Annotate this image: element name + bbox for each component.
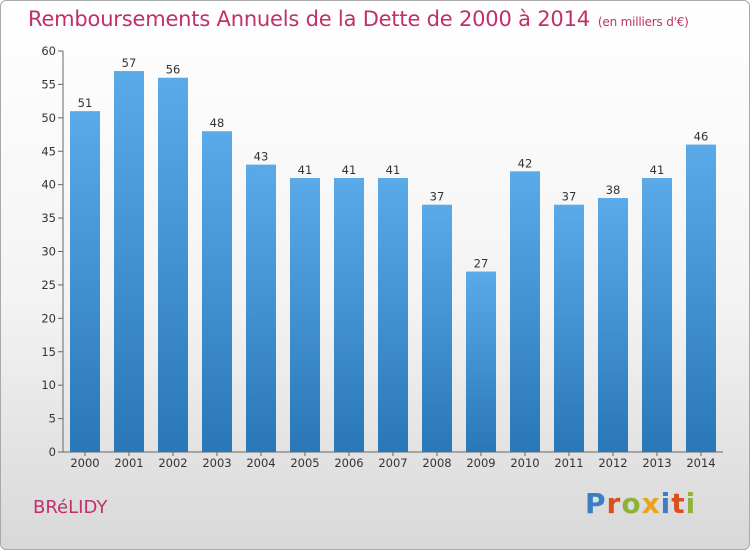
logo-letter: i (685, 487, 697, 520)
logo-letter: t (671, 487, 686, 520)
bar (290, 177, 320, 452)
y-tick-label: 35 (41, 211, 56, 225)
y-tick-label: 5 (49, 412, 56, 426)
bar-value-label: 41 (650, 163, 665, 177)
x-tick-label: 2006 (334, 456, 363, 470)
bar-value-label: 27 (474, 257, 489, 271)
bar-value-label: 42 (518, 156, 533, 170)
x-tick-label: 2005 (290, 456, 319, 470)
y-tick-label: 30 (41, 245, 56, 259)
bar (686, 144, 716, 453)
bar-value-label: 57 (122, 56, 137, 70)
y-tick-label: 0 (49, 445, 56, 459)
x-tick-label: 2009 (466, 456, 495, 470)
proxiti-logo: Proxiti (585, 487, 696, 520)
bar-value-label: 41 (298, 163, 313, 177)
bar (70, 111, 100, 453)
x-tick-label: 2003 (202, 456, 231, 470)
y-tick-label: 15 (41, 345, 56, 359)
bar-value-label: 51 (78, 96, 93, 110)
bar-value-label: 38 (606, 183, 621, 197)
y-tick-label: 25 (41, 278, 56, 292)
plot-area: 0 5 10 15 20 25 30 35 40 45 50 55 60 51 2000 57 2001 56 20… (41, 44, 723, 470)
bar-value-label: 37 (562, 190, 577, 204)
bar (114, 71, 144, 453)
bar (554, 204, 584, 452)
bar (202, 131, 232, 452)
x-tick-label: 2012 (598, 456, 627, 470)
y-tick-label: 60 (41, 44, 56, 58)
bar (642, 177, 672, 452)
x-tick-label: 2000 (70, 456, 99, 470)
x-tick-label: 2010 (510, 456, 539, 470)
y-tick-label: 10 (41, 378, 56, 392)
y-tick-label: 55 (41, 77, 56, 91)
y-tick-label: 45 (41, 144, 56, 158)
logo-letter: r (606, 487, 622, 520)
y-tick-label: 40 (41, 178, 56, 192)
commune-name: BRéLIDY (33, 497, 108, 518)
y-tick-label: 50 (41, 111, 56, 125)
x-tick-label: 2008 (422, 456, 451, 470)
bar (158, 77, 188, 452)
x-tick-label: 2013 (642, 456, 671, 470)
chart-title: Remboursements Annuels de la Dette de 20… (28, 7, 689, 31)
bar (246, 164, 276, 452)
bar (598, 198, 628, 452)
unit-label: (en milliers d'€) (597, 15, 689, 29)
logo-letter: o (621, 487, 642, 520)
bar (466, 271, 496, 452)
bar (378, 177, 408, 452)
bar-value-label: 43 (254, 150, 269, 164)
bar (510, 171, 540, 453)
x-tick-label: 2004 (246, 456, 275, 470)
x-tick-label: 2011 (554, 456, 583, 470)
x-tick-label: 2001 (114, 456, 143, 470)
title-text: Remboursements Annuels de la Dette de 20… (28, 7, 590, 31)
x-tick-label: 2002 (158, 456, 187, 470)
x-tick-label: 2014 (686, 456, 715, 470)
bar-value-label: 41 (342, 163, 357, 177)
logo-letter: i (660, 487, 672, 520)
logo-letter: P (585, 487, 607, 520)
bar-value-label: 48 (210, 116, 225, 130)
bar-value-label: 56 (166, 63, 181, 77)
bar-value-label: 46 (694, 130, 709, 144)
bar-value-label: 41 (386, 163, 401, 177)
logo-letter: x (641, 487, 661, 520)
y-tick-label: 20 (41, 311, 56, 325)
bar (334, 177, 364, 452)
x-tick-label: 2007 (378, 456, 407, 470)
bar-value-label: 37 (430, 190, 445, 204)
bar (422, 204, 452, 452)
